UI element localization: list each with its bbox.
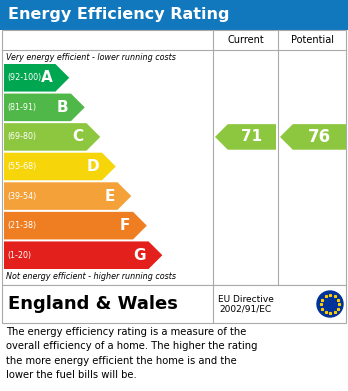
Text: Potential: Potential [292,35,334,45]
Text: Not energy efficient - higher running costs: Not energy efficient - higher running co… [6,272,176,281]
Polygon shape [4,182,131,210]
Text: 71: 71 [241,129,262,144]
Polygon shape [4,153,116,180]
Text: D: D [86,159,99,174]
Text: EU Directive: EU Directive [218,294,274,303]
Text: England & Wales: England & Wales [8,295,178,313]
Bar [0,0,348,30]
Polygon shape [4,241,163,269]
Text: A: A [41,70,53,85]
Circle shape [317,291,343,317]
Text: (1-20): (1-20) [7,251,31,260]
Polygon shape [4,212,147,239]
Polygon shape [4,93,85,121]
Text: Very energy efficient - lower running costs: Very energy efficient - lower running co… [6,53,176,62]
Text: (69-80): (69-80) [7,133,36,142]
Text: 2002/91/EC: 2002/91/EC [220,305,271,314]
Polygon shape [280,124,346,150]
Text: E: E [104,188,114,204]
Text: The energy efficiency rating is a measure of the
overall efficiency of a home. T: The energy efficiency rating is a measur… [6,327,258,380]
Text: B: B [56,100,68,115]
Polygon shape [4,123,100,151]
Text: 76: 76 [308,128,331,146]
Text: G: G [133,248,145,263]
Polygon shape [4,64,69,91]
Text: Current: Current [227,35,264,45]
Polygon shape [215,124,276,150]
Bar [2,285,346,323]
Text: (39-54): (39-54) [7,192,36,201]
Text: Energy Efficiency Rating: Energy Efficiency Rating [8,7,229,23]
Bar [2,30,346,285]
Text: (55-68): (55-68) [7,162,36,171]
Text: F: F [120,218,130,233]
Text: C: C [72,129,84,144]
Text: (21-38): (21-38) [7,221,36,230]
Text: (81-91): (81-91) [7,103,36,112]
Text: (92-100): (92-100) [7,73,41,82]
